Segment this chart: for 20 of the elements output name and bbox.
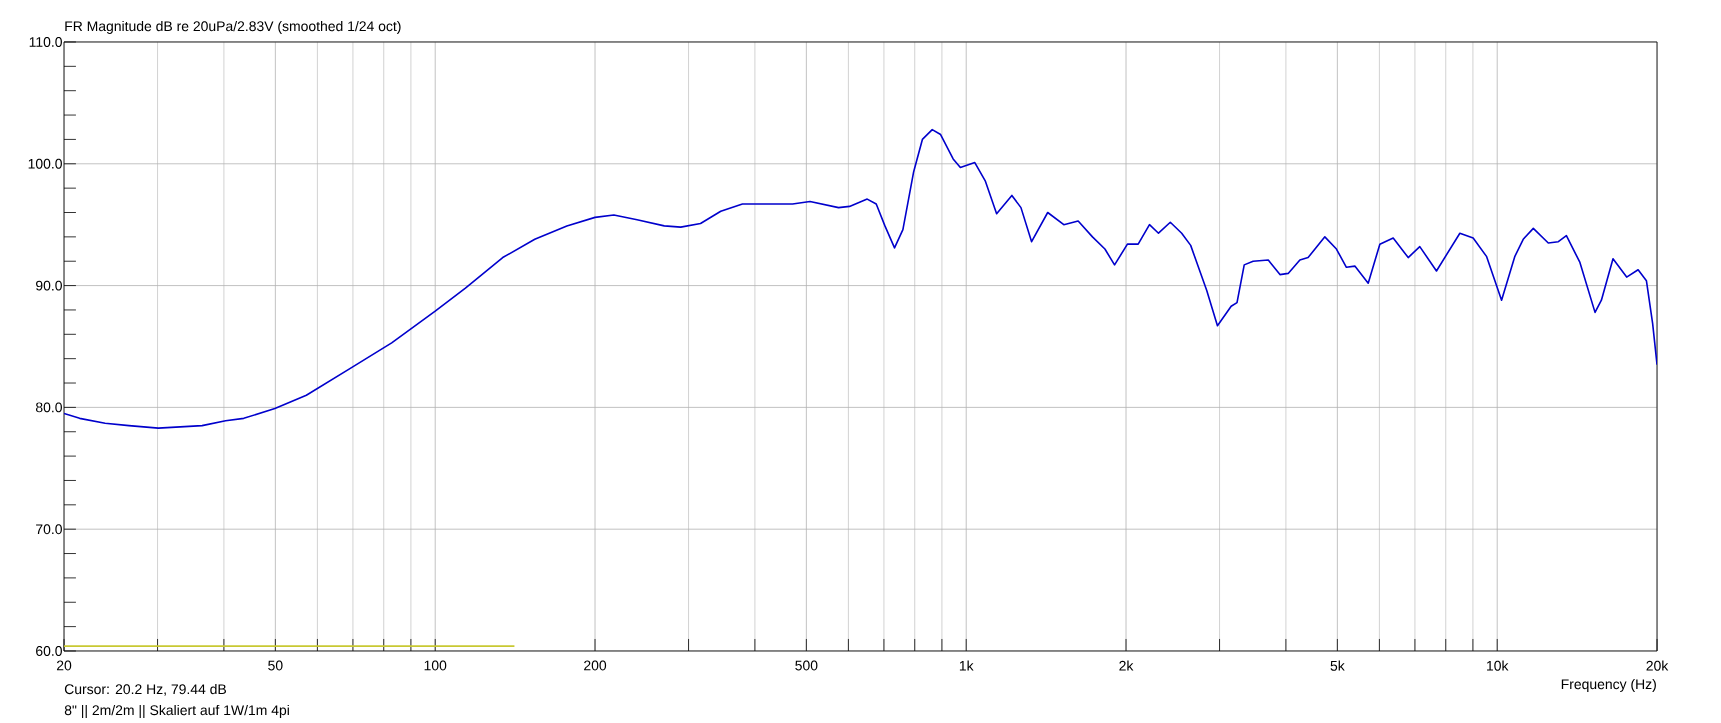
y-tick-label: 90.0: [36, 280, 62, 291]
x-tick-label: 2k: [1119, 660, 1134, 671]
x-tick-label: 20: [56, 660, 72, 671]
y-tick-label: 110.0: [29, 37, 62, 47]
text: 8" || 2m/2m || Skaliert auf 1W/1m 4pi: [64, 704, 289, 718]
x-tick-label: 20k: [1646, 660, 1669, 671]
x-tick-label: 50: [268, 660, 283, 671]
x-tick-label: 100: [424, 660, 447, 671]
x-tick-label: 5k: [1330, 660, 1345, 671]
x-tick-label: 1k: [959, 660, 974, 671]
x-tick-label: 200: [584, 660, 607, 671]
chart-title: FR Magnitude dB re 20uPa/2.83V (smoothed 1/24 oct): [65, 20, 401, 34]
x-tick-label: 500: [795, 660, 818, 671]
x-axis-title: Frequency (Hz): [1561, 678, 1656, 692]
y-tick-label: 100.0: [28, 158, 62, 169]
y-tick-label: 80.0: [35, 402, 62, 413]
y-tick-label: 70.0: [36, 524, 62, 535]
x-tick-label: 10k: [1487, 660, 1509, 671]
y-tick-label: 60.0: [36, 646, 62, 656]
text: Cursor: 20.2 Hz, 79.44 dB: [64, 683, 227, 696]
